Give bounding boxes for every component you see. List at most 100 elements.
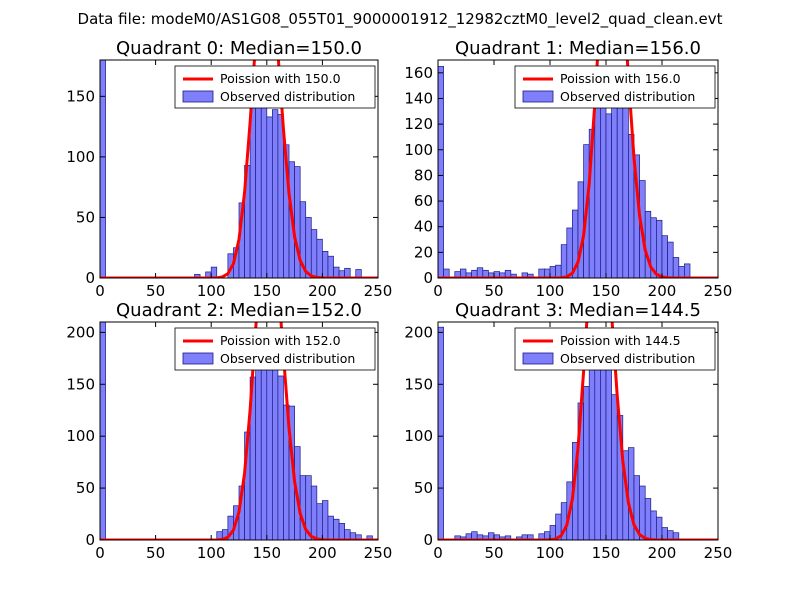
x-tick-label: 100	[536, 282, 565, 300]
x-tick-label: 200	[308, 282, 337, 300]
histogram-bar	[316, 238, 323, 278]
histogram-bar	[100, 60, 106, 278]
histogram-bar	[594, 107, 601, 278]
histogram-bar	[255, 361, 262, 540]
x-tick-label: 200	[648, 282, 677, 300]
histogram-bar	[549, 266, 556, 278]
histogram-bar	[656, 516, 663, 540]
legend-bar-label: Observed distribution	[560, 89, 695, 104]
y-tick-label: 150	[66, 375, 95, 393]
figure-title: Data file: modeM0/AS1G08_055T01_90000019…	[78, 10, 723, 29]
y-tick-label: 60	[414, 192, 433, 210]
poisson-curve	[438, 322, 718, 540]
histogram-bar	[100, 322, 106, 540]
histogram-bar	[277, 114, 284, 278]
histogram-bar	[327, 255, 334, 278]
histogram-bar	[333, 518, 340, 540]
plot-area	[100, 60, 378, 278]
histogram-bar	[266, 352, 273, 540]
y-tick-label: 100	[404, 427, 433, 445]
legend-bar-label: Observed distribution	[220, 89, 355, 104]
y-tick-label: 150	[404, 375, 433, 393]
histogram-bar	[316, 503, 323, 540]
histogram-bar	[639, 485, 646, 540]
histogram-bar	[650, 510, 657, 540]
y-tick-label: 200	[66, 323, 95, 341]
histogram-bar	[322, 251, 329, 278]
y-tick-label: 50	[76, 208, 95, 226]
x-tick-label: 200	[308, 544, 337, 562]
x-tick-label: 250	[364, 282, 393, 300]
x-tick-label: 150	[592, 282, 621, 300]
axes-frame	[437, 59, 719, 279]
legend-bar-swatch	[182, 352, 214, 365]
histogram-bar	[210, 266, 218, 278]
histogram-bar	[277, 375, 284, 540]
legend-line-label: Poission with 150.0	[220, 71, 341, 86]
legend-line-label: Poission with 144.5	[560, 333, 681, 348]
histogram-bar	[194, 274, 201, 278]
histogram-bar	[672, 257, 680, 278]
histogram-bar	[678, 266, 685, 278]
x-tick-label: 250	[704, 544, 733, 562]
histogram-bar	[661, 235, 668, 278]
legend-bar-label: Observed distribution	[560, 351, 695, 366]
y-tick-label: 0	[85, 269, 95, 287]
legend-bar-swatch	[522, 90, 554, 103]
y-tick-label: 200	[404, 323, 433, 341]
subplot-quadrant-1: Quadrant 1: Median=156.0 0 50 100 150 200 250 0…	[404, 38, 732, 300]
y-tick-label: 120	[404, 115, 433, 133]
histogram-bar	[605, 368, 612, 540]
histogram-bar	[322, 500, 329, 540]
x-tick-label: 100	[197, 282, 226, 300]
legend: Poission with 150.0 Observed distribution	[174, 65, 376, 109]
histogram-bar	[255, 100, 262, 278]
histogram-bar	[555, 264, 562, 278]
legend: Poission with 156.0 Observed distribution	[514, 65, 716, 109]
histogram-bar	[560, 244, 568, 278]
x-tick-label: 50	[484, 282, 503, 300]
legend-bar-label: Observed distribution	[220, 351, 355, 366]
subplot-title: Quadrant 0: Median=150.0	[116, 38, 362, 59]
subplot-quadrant-2: Quadrant 2: Median=152.0 0 50 100 150 200 250 0…	[66, 300, 392, 562]
histogram-bar	[600, 99, 607, 278]
x-tick-label: 50	[146, 282, 165, 300]
histogram-bar	[333, 266, 340, 278]
histogram-bar	[266, 116, 273, 278]
histogram-bar	[588, 350, 596, 540]
histogram-bar	[622, 96, 629, 278]
histogram-bar	[510, 273, 517, 278]
plot-area	[438, 322, 718, 540]
histogram-bar	[644, 498, 652, 540]
y-tick-label: 140	[404, 89, 433, 107]
x-tick-label: 150	[252, 282, 281, 300]
histogram-bar	[327, 515, 334, 540]
y-tick-label: 160	[404, 64, 433, 82]
histogram-bar	[594, 351, 601, 540]
y-tick-label: 0	[423, 531, 433, 549]
axes-frame	[99, 321, 379, 541]
histogram-bar	[310, 229, 318, 278]
x-tick-label: 0	[95, 544, 105, 562]
y-tick-label: 40	[414, 218, 433, 236]
legend-bar-swatch	[182, 90, 214, 103]
x-tick-label: 50	[146, 544, 165, 562]
x-tick-label: 100	[197, 544, 226, 562]
x-tick-label: 200	[648, 544, 677, 562]
x-tick-label: 0	[433, 282, 443, 300]
histogram-bar	[566, 227, 573, 278]
histogram-bar	[661, 527, 668, 540]
histogram-bar	[438, 66, 444, 278]
y-tick-label: 100	[66, 148, 95, 166]
legend-line-label: Poission with 152.0	[220, 333, 341, 348]
histogram-bar	[611, 394, 618, 540]
histogram-bar	[272, 346, 279, 540]
histogram-bar	[583, 386, 590, 540]
histogram-bar	[527, 273, 534, 278]
subplot-title: Quadrant 3: Median=144.5	[455, 300, 701, 321]
legend: Poission with 144.5 Observed distribution	[514, 327, 716, 371]
histogram-bar	[338, 523, 345, 540]
legend: Poission with 152.0 Observed distribution	[174, 327, 376, 371]
histogram-bar	[656, 219, 663, 278]
legend-bar-swatch	[522, 352, 554, 365]
